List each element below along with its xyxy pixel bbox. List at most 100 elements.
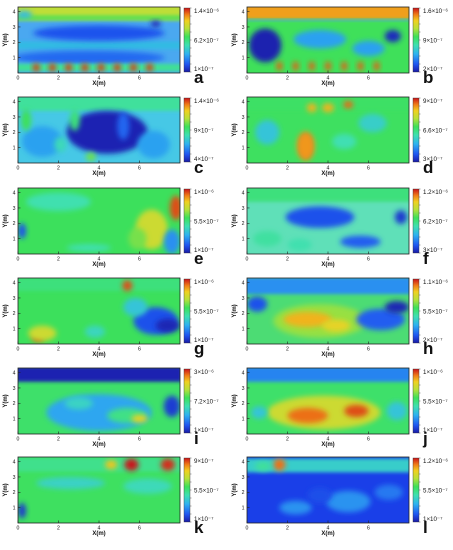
y-axis-label: Y(m) bbox=[3, 483, 9, 496]
x-tick-label: 4 bbox=[98, 347, 101, 353]
x-tick-label: 2 bbox=[286, 76, 289, 82]
colorbar bbox=[412, 7, 420, 73]
y-tick-label: 2 bbox=[242, 221, 245, 227]
x-tick-label: 0 bbox=[246, 76, 249, 82]
y-axis-label: Y(m) bbox=[232, 483, 238, 496]
panel-letter: g bbox=[194, 339, 204, 358]
contour-blob bbox=[146, 63, 154, 72]
contour-blob bbox=[394, 210, 407, 225]
x-tick-label: 6 bbox=[367, 76, 370, 82]
contour-blob bbox=[251, 406, 268, 419]
colorbar-min-label: 1×10⁻⁷ bbox=[423, 516, 442, 523]
contour-blob bbox=[160, 458, 175, 471]
y-tick-label: 4 bbox=[13, 459, 16, 465]
contour-blob bbox=[18, 223, 27, 239]
colorbar-min-label: 4×10⁻⁷ bbox=[194, 156, 213, 163]
contour-field bbox=[18, 188, 180, 254]
contour-field bbox=[18, 278, 180, 344]
colorbar bbox=[183, 188, 191, 254]
y-tick-label: 2 bbox=[242, 40, 245, 46]
y-tick-label: 1 bbox=[13, 236, 16, 242]
x-tick-label: 2 bbox=[286, 166, 289, 172]
x-tick-label: 6 bbox=[138, 437, 141, 443]
colorbar-mid-label: 5.5×10⁻⁷ bbox=[423, 309, 448, 316]
x-tick-label: 4 bbox=[327, 76, 330, 82]
y-axis-label: Y(m) bbox=[3, 33, 9, 46]
colorbar bbox=[412, 368, 420, 434]
colorbar bbox=[183, 368, 191, 434]
panel-letter: j bbox=[422, 429, 428, 448]
contour-blob bbox=[65, 63, 73, 72]
colorbar-max-label: 9×10⁻⁷ bbox=[423, 98, 442, 105]
contour-blob bbox=[129, 63, 137, 72]
y-tick-label: 1 bbox=[13, 505, 16, 511]
contour-blob bbox=[123, 297, 148, 317]
y-tick-label: 3 bbox=[13, 296, 16, 302]
contour-blob bbox=[18, 10, 33, 19]
x-axis-label: X(m) bbox=[92, 81, 105, 87]
colorbar-mid-label: 5.5×10⁻⁷ bbox=[194, 488, 219, 495]
contour-blob bbox=[384, 30, 401, 43]
contour-blob bbox=[123, 478, 172, 494]
contour-blob bbox=[113, 63, 121, 72]
contour-band bbox=[18, 368, 180, 382]
contour-band bbox=[18, 41, 180, 50]
contour-field bbox=[18, 368, 180, 434]
contour-blob bbox=[344, 404, 369, 418]
y-tick-label: 4 bbox=[242, 190, 245, 196]
colorbar-mid-label: 6.2×10⁻⁷ bbox=[423, 219, 448, 226]
colorbar-min-label: 3×10⁻⁷ bbox=[423, 156, 442, 163]
contour-blob bbox=[324, 61, 332, 71]
y-tick-label: 1 bbox=[242, 145, 245, 151]
contour-field bbox=[18, 457, 180, 523]
contour-field bbox=[247, 7, 409, 73]
x-tick-label: 4 bbox=[98, 166, 101, 172]
x-tick-label: 4 bbox=[327, 526, 330, 532]
contour-field bbox=[18, 97, 180, 163]
contour-blob bbox=[306, 103, 317, 113]
y-tick-label: 3 bbox=[13, 206, 16, 212]
contour-blob bbox=[128, 227, 147, 250]
colorbar-mid-label: 6.6×10⁻⁷ bbox=[423, 128, 448, 135]
colorbar-mid-label: 9×10⁻⁷ bbox=[423, 38, 442, 45]
contour-blob bbox=[247, 296, 268, 312]
x-tick-label: 4 bbox=[327, 166, 330, 172]
contour-field bbox=[247, 97, 409, 163]
contour-blob bbox=[54, 136, 67, 153]
contour-blob bbox=[69, 109, 80, 131]
y-tick-label: 1 bbox=[242, 55, 245, 61]
x-tick-label: 0 bbox=[246, 437, 249, 443]
y-axis-label: Y(m) bbox=[232, 33, 238, 46]
contour-blob bbox=[18, 50, 165, 65]
contour-band bbox=[247, 188, 409, 202]
panel-letter: h bbox=[423, 339, 433, 358]
contour-blob bbox=[255, 120, 280, 145]
y-tick-label: 3 bbox=[13, 115, 16, 121]
contour-blob bbox=[276, 61, 283, 71]
x-tick-label: 4 bbox=[98, 257, 101, 263]
y-tick-label: 3 bbox=[13, 475, 16, 481]
colorbar-max-label: 1.6×10⁻⁶ bbox=[423, 8, 448, 15]
contour-blob bbox=[308, 61, 315, 71]
panel-letter: i bbox=[194, 429, 199, 448]
contour-blob bbox=[84, 325, 106, 338]
contour-blob bbox=[292, 61, 299, 71]
colorbar bbox=[412, 97, 420, 163]
y-tick-label: 3 bbox=[242, 115, 245, 121]
y-tick-label: 1 bbox=[13, 416, 16, 422]
contour-blob bbox=[340, 235, 381, 248]
x-tick-label: 2 bbox=[57, 76, 60, 82]
y-axis-label: Y(m) bbox=[232, 123, 238, 136]
y-tick-label: 1 bbox=[242, 326, 245, 332]
y-tick-label: 2 bbox=[242, 130, 245, 136]
colorbar-max-label: 1.1×10⁻⁶ bbox=[423, 279, 448, 286]
contour-blob bbox=[283, 311, 333, 328]
colorbar-max-label: 1.2×10⁻⁶ bbox=[423, 458, 448, 465]
y-tick-label: 2 bbox=[13, 311, 16, 317]
x-tick-label: 0 bbox=[246, 166, 249, 172]
y-tick-label: 3 bbox=[242, 386, 245, 392]
